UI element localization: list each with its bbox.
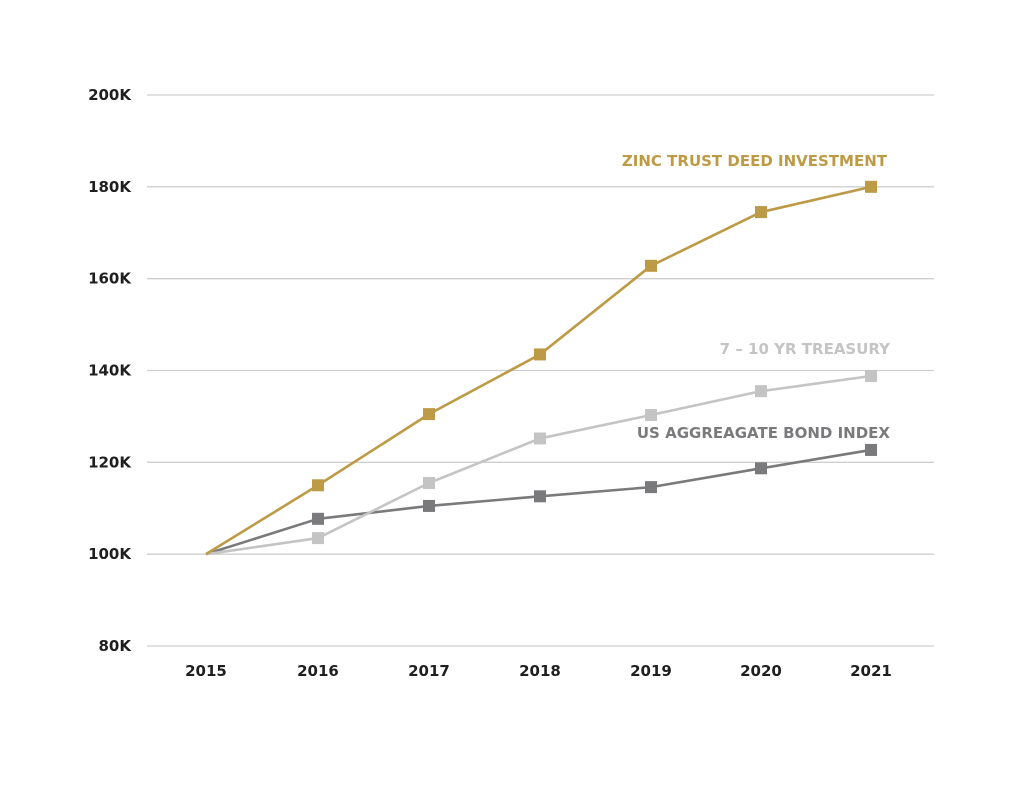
x-tick-label: 2016	[297, 662, 339, 680]
data-point-marker	[423, 499, 435, 512]
y-tick-label: 180K	[88, 178, 132, 196]
data-point-marker	[645, 481, 657, 494]
y-tick-label: 120K	[88, 453, 132, 471]
data-point-marker	[865, 443, 877, 456]
y-axis-tick-labels: 80K 100K 120K 140K 160K 180K 200K	[88, 86, 132, 655]
gridlines	[147, 94, 934, 647]
x-tick-label: 2021	[850, 662, 892, 680]
y-tick-label: 80K	[99, 637, 133, 655]
x-tick-label: 2017	[408, 662, 450, 680]
data-point-marker	[755, 206, 767, 219]
data-point-marker	[534, 432, 546, 445]
y-tick-label: 140K	[88, 362, 132, 380]
data-point-marker	[423, 408, 435, 421]
data-point-marker	[312, 512, 324, 525]
data-point-marker	[865, 180, 877, 193]
series-label: US AGGREAGATE BOND INDEX	[637, 424, 891, 442]
series-label: ZINC TRUST DEED INVESTMENT	[622, 152, 888, 170]
data-point-marker	[755, 462, 767, 475]
data-point-marker	[645, 259, 657, 272]
x-axis-tick-labels: 2015 2016 2017 2018 2019 2020 2021	[185, 662, 892, 680]
series-labels: ZINC TRUST DEED INVESTMENT 7 – 10 YR TREA…	[622, 152, 891, 442]
data-point-marker	[755, 385, 767, 398]
data-point-marker	[645, 409, 657, 422]
y-tick-label: 160K	[88, 270, 132, 288]
y-tick-label: 100K	[88, 545, 132, 563]
data-point-marker	[534, 348, 546, 361]
series-line	[205, 374, 872, 556]
data-point-marker	[534, 490, 546, 503]
x-tick-label: 2018	[519, 662, 561, 680]
data-point-marker	[865, 370, 877, 383]
series-label: 7 – 10 YR TREASURY	[720, 340, 891, 358]
series-markers	[312, 180, 877, 545]
data-point-marker	[312, 479, 324, 492]
x-tick-label: 2019	[630, 662, 672, 680]
data-point-marker	[423, 476, 435, 489]
data-point-marker	[312, 532, 324, 545]
y-tick-label: 200K	[88, 86, 132, 104]
x-tick-label: 2020	[740, 662, 782, 680]
x-tick-label: 2015	[185, 662, 227, 680]
